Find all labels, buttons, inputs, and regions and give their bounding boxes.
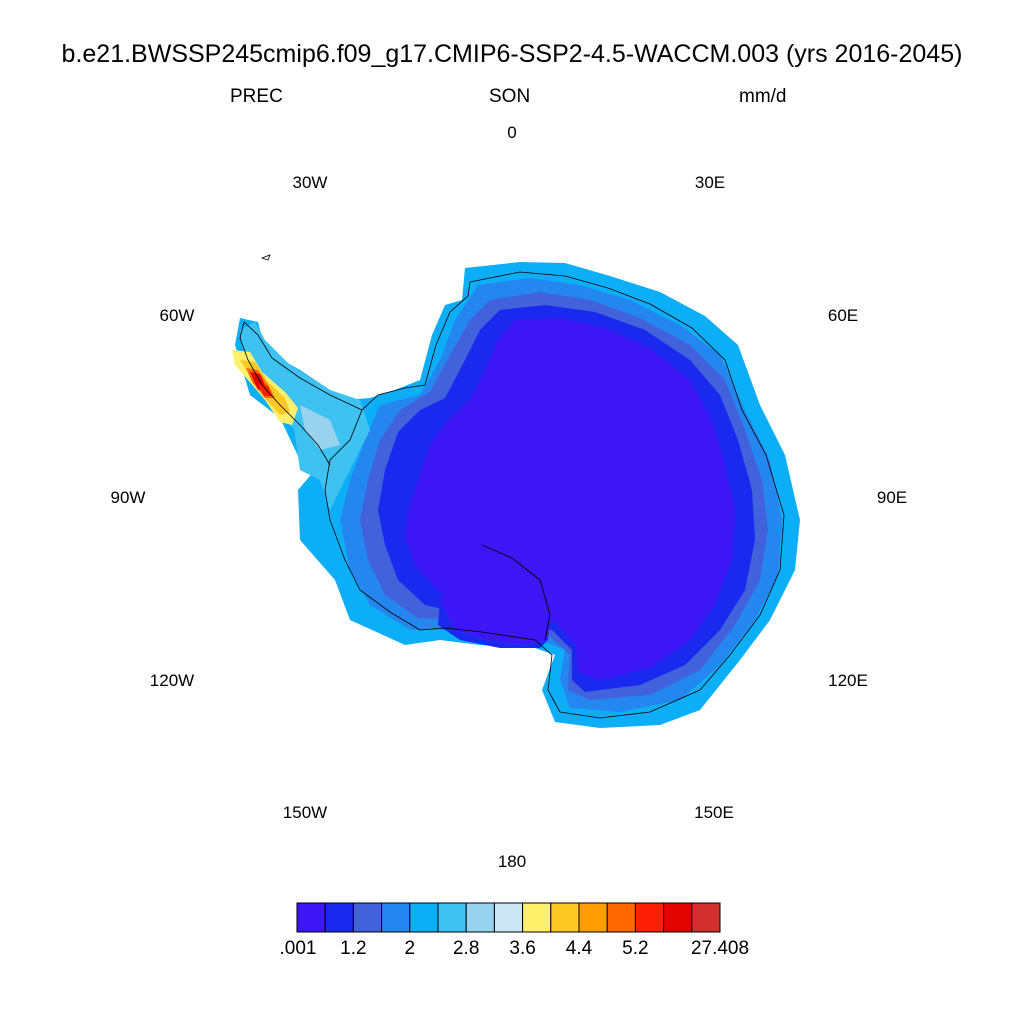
colorbar-swatch (522, 902, 552, 933)
precip-field (232, 262, 800, 728)
lon-label-30w: 30W (292, 173, 328, 192)
colorbar-swatch (296, 902, 326, 933)
map-title: b.e21.BWSSP245cmip6.f09_g17.CMIP6-SSP2-4… (61, 40, 963, 68)
peninsula-red-dark (258, 384, 272, 396)
lon-label-150w: 150W (282, 803, 328, 822)
lon-label-120w: 120W (149, 671, 195, 690)
colorbar-swatch (493, 902, 524, 933)
colorbar-swatch (691, 902, 721, 933)
colorbar-swatch (550, 902, 580, 933)
colorbar-tick-label: 3.6 (509, 938, 536, 959)
lon-label-60e: 60E (827, 306, 859, 325)
lon-label-120e: 120E (828, 671, 868, 690)
colorbar-swatch (465, 902, 495, 933)
colorbar-tick-label: 4.4 (565, 938, 593, 959)
ross-ice-shelf-edge (438, 600, 548, 648)
lon-label-90e: 90E (876, 488, 908, 507)
lon-label-60w: 60W (159, 306, 195, 325)
lon-label-150e: 150E (694, 803, 734, 822)
colorbar-swatch (634, 902, 665, 933)
colorbar-swatch (606, 902, 636, 933)
peninsula-base (240, 322, 370, 470)
colorbar-swatch (324, 902, 354, 933)
colorbar-swatch (409, 902, 439, 933)
coastline (239, 254, 785, 719)
colorbar-swatch (437, 902, 467, 933)
lon-label-30e: 30E (694, 173, 726, 192)
season-label: SON (489, 86, 531, 107)
colorbar-swatch (352, 902, 383, 933)
coastline-ross (419, 627, 561, 713)
colorbar-tick-label: 2 (404, 938, 416, 959)
units-label: mm/d (739, 86, 787, 107)
colorbar-tick-label: 5.2 (622, 938, 649, 959)
colorbar-swatch (663, 902, 693, 933)
coastline-peninsula (239, 321, 363, 466)
ross-ice-shelf (440, 545, 552, 645)
colorbar-swatch (578, 902, 608, 933)
coastline-west (324, 281, 471, 631)
coastline-east (469, 271, 785, 719)
colorbar-tick-label: 2.8 (452, 938, 480, 959)
colorbar-tick-label: 1.2 (340, 938, 367, 959)
colorbar-tick-label: 27.408 (690, 938, 750, 959)
variable-label: PREC (230, 86, 283, 107)
peninsula-light (300, 405, 340, 450)
lon-label-180: 180 (497, 852, 527, 871)
lon-label-90w: 90W (110, 488, 146, 507)
island-south-orkney (260, 254, 271, 261)
lon-label-0: 0 (507, 123, 517, 142)
coastline-ross-shelf (481, 544, 551, 641)
colorbar-swatch (381, 902, 411, 933)
colorbar-tick-label: .001 (279, 938, 317, 959)
